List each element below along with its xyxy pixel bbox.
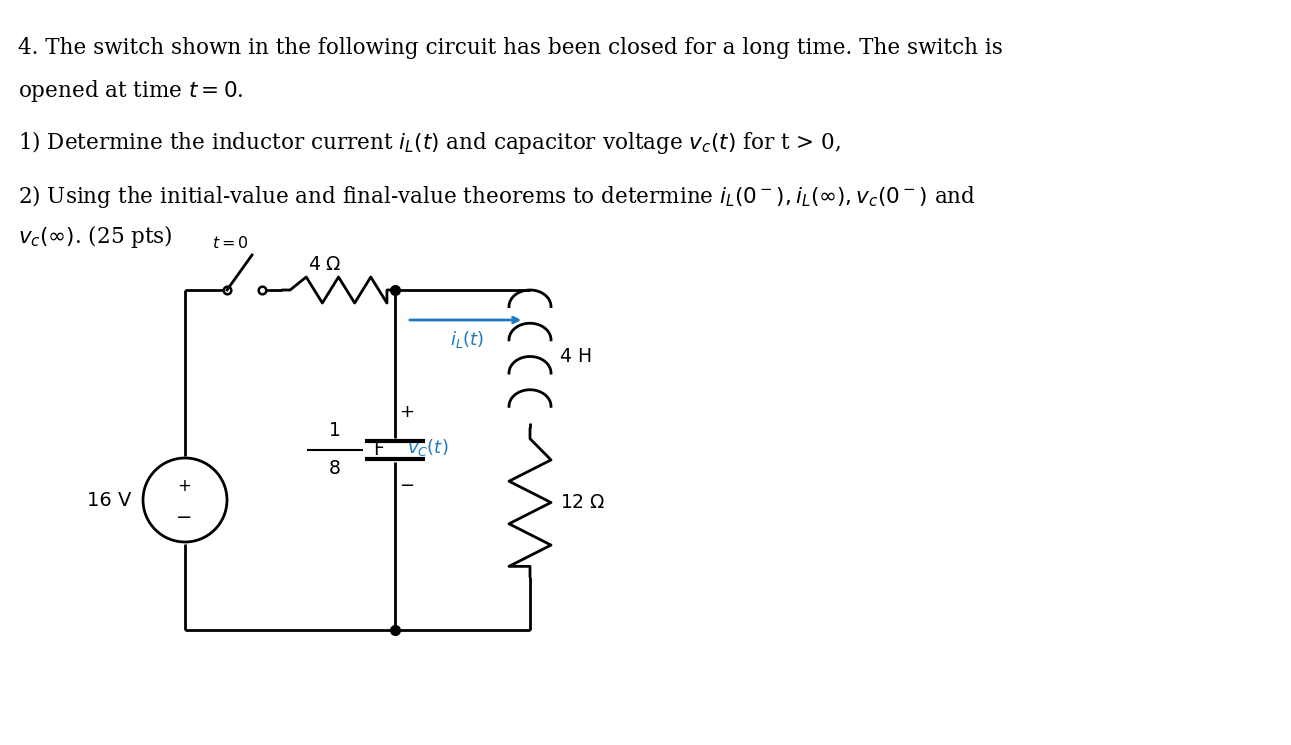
Text: 8: 8 — [329, 459, 341, 478]
Text: opened at time $t = 0$.: opened at time $t = 0$. — [18, 78, 244, 104]
Text: 4 $\Omega$: 4 $\Omega$ — [309, 255, 342, 274]
Text: F: F — [373, 440, 383, 458]
Text: 16 V: 16 V — [86, 490, 130, 510]
Text: 1) Determine the inductor current $i_L(t)$ and capacitor voltage $v_c(t)$ for t : 1) Determine the inductor current $i_L(t… — [18, 129, 842, 156]
Text: 4 H: 4 H — [560, 347, 593, 366]
Text: $i_L(t)$: $i_L(t)$ — [451, 329, 484, 350]
Text: −: − — [176, 507, 192, 527]
Text: $v_c(\infty)$. (25 pts): $v_c(\infty)$. (25 pts) — [18, 223, 173, 250]
Text: $t=0$: $t=0$ — [212, 235, 249, 252]
Text: −: − — [399, 477, 414, 495]
Text: 2) Using the initial-value and final-value theorems to determine $i_L(0^-), i_L(: 2) Using the initial-value and final-val… — [18, 183, 976, 210]
Text: +: + — [177, 477, 191, 495]
Text: 4. The switch shown in the following circuit has been closed for a long time. Th: 4. The switch shown in the following cir… — [18, 37, 1003, 59]
Text: 1: 1 — [329, 421, 341, 440]
Text: $v_C(t)$: $v_C(t)$ — [407, 437, 448, 458]
Text: +: + — [399, 403, 414, 421]
Text: 12 $\Omega$: 12 $\Omega$ — [560, 493, 605, 512]
